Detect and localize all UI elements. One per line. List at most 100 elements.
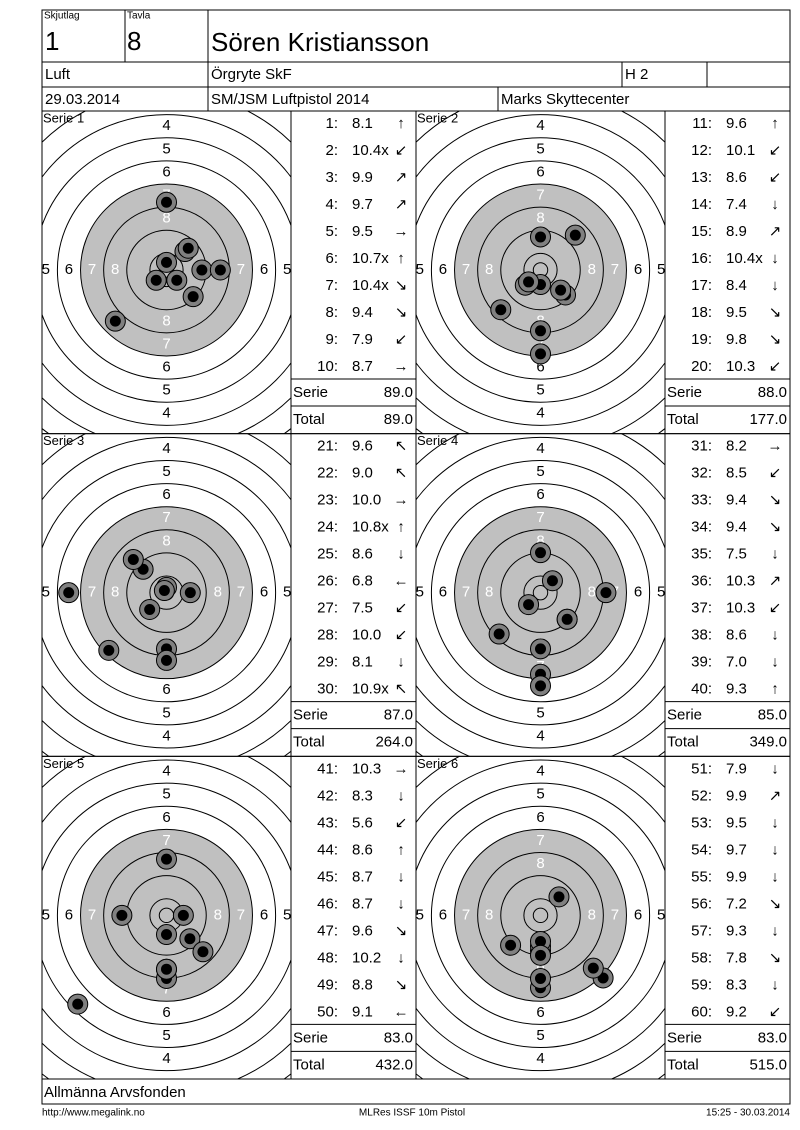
total-caption: Total (293, 734, 325, 751)
shot-direction: ↙ (395, 814, 408, 831)
ring-number: 4 (680, 261, 688, 278)
ring-number: 5 (162, 786, 170, 803)
shot-core (144, 604, 156, 616)
shot (145, 269, 167, 291)
shot-score: 8.1 (352, 654, 373, 671)
shot-no: 55: (691, 868, 712, 885)
ring-number: 6 (162, 681, 170, 698)
shot-core (116, 909, 128, 921)
shot (139, 599, 161, 621)
shot (172, 904, 194, 926)
shot-core (177, 909, 189, 921)
competition: SM/JSM Luftpistol 2014 (211, 91, 369, 108)
shot-direction: → (768, 438, 783, 455)
shot-core (553, 891, 565, 903)
serie-label: Serie 4 (417, 433, 458, 448)
shot-core (535, 325, 546, 337)
target: 44445555666677778888 (42, 433, 291, 757)
shot-no: 8: (325, 304, 338, 321)
shot-score: 10.0 (352, 492, 381, 509)
shot-direction: ↓ (771, 760, 779, 777)
shot-direction: ↓ (397, 787, 405, 804)
shot-score: 10.2 (352, 949, 381, 966)
shot (179, 928, 201, 950)
shot-direction: ↙ (395, 331, 408, 348)
squad: 1 (45, 26, 59, 56)
ring (416, 114, 665, 426)
ring-number: 4 (536, 727, 544, 744)
shot-core (535, 231, 546, 243)
ring-number: 5 (283, 261, 291, 278)
shot-no: 19: (691, 331, 712, 348)
shot-score: 7.9 (726, 760, 747, 777)
shot-score: 10.8x (352, 519, 389, 536)
shot (156, 191, 177, 213)
ring-number: 5 (283, 906, 291, 923)
shot-no: 54: (691, 841, 712, 858)
shot-direction: → (394, 492, 409, 509)
target: 44445555666677778888 (416, 433, 665, 757)
shot-direction: ↓ (771, 250, 779, 267)
shot-direction: ↓ (771, 654, 779, 671)
shot-direction: ↓ (771, 976, 779, 993)
shot (179, 582, 201, 604)
shot-direction: ↓ (771, 922, 779, 939)
inner-ten (532, 584, 549, 601)
ring-number: 7 (462, 584, 470, 601)
target: 44445555666677778888 (42, 756, 291, 1079)
ring-number: 7 (536, 509, 544, 526)
serie-label: Serie 1 (43, 110, 84, 125)
shot-core (72, 998, 84, 1010)
shot-score: 8.2 (726, 438, 747, 455)
shot-no: 28: (317, 627, 338, 644)
sponsor: Allmänna Arvsfonden (44, 1084, 186, 1101)
serie-caption: Serie (667, 1029, 702, 1046)
ring-number: 6 (536, 809, 544, 826)
ring-number: 6 (162, 809, 170, 826)
ring-number: 8 (588, 261, 596, 278)
shot-core (103, 644, 115, 656)
shot (530, 675, 551, 697)
ring-number: 5 (162, 1027, 170, 1044)
shot-score: 10.3 (726, 358, 755, 375)
shot-no: 45: (317, 868, 338, 885)
shot-no: 53: (691, 814, 712, 831)
shot-score: 9.6 (352, 438, 373, 455)
ring-number: 6 (162, 359, 170, 376)
target: 44445555666677778888 (416, 756, 665, 1079)
shot (104, 310, 126, 332)
shot-score: 10.4x (352, 277, 389, 294)
total-caption: Total (667, 734, 699, 751)
shot-core (561, 613, 573, 625)
shot (530, 320, 551, 342)
shot-core (535, 935, 546, 947)
shot-direction: ↗ (395, 196, 408, 213)
shot-core (127, 553, 139, 565)
shot-score: 10.3 (726, 600, 755, 617)
shot-score: 9.7 (726, 841, 747, 858)
shot-no: 34: (691, 519, 712, 536)
shot-no: 27: (317, 600, 338, 617)
shot-no: 7: (325, 277, 338, 294)
shooter-name: Sören Kristiansson (211, 27, 429, 57)
shot-no: 3: (325, 169, 338, 186)
shot (500, 934, 522, 956)
ring-number: 5 (536, 704, 544, 721)
shot-no: 39: (691, 654, 712, 671)
serie-sum: 85.0 (758, 707, 787, 724)
ring-number: 4 (306, 261, 314, 278)
ring-number: 8 (111, 261, 119, 278)
shot-score: 10.7x (352, 250, 389, 267)
target-no: 8 (127, 26, 141, 56)
serie-label: Serie 3 (43, 433, 84, 448)
shot (67, 993, 89, 1015)
ring-number: 4 (162, 117, 170, 134)
shot-no: 32: (691, 465, 712, 482)
serie-caption: Serie (293, 1029, 328, 1046)
shot (530, 638, 551, 660)
ring-number: 7 (536, 187, 544, 204)
shot-direction: ↑ (771, 115, 779, 132)
shot (550, 279, 572, 301)
shot-direction: ↙ (769, 358, 782, 375)
